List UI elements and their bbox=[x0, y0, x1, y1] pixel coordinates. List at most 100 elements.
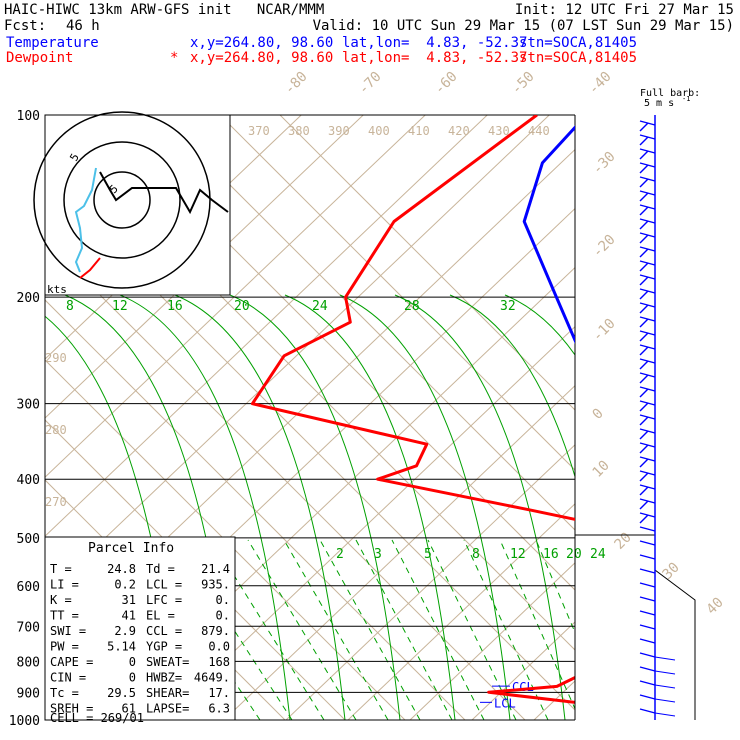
wind-barb bbox=[639, 302, 656, 314]
theta-label: 290 bbox=[45, 351, 67, 365]
wind-barb bbox=[639, 442, 656, 454]
isotherm-line bbox=[285, 444, 575, 720]
parcel-param-value: 0. bbox=[216, 609, 230, 623]
wind-barb-flag bbox=[639, 638, 656, 644]
wind-barb bbox=[639, 456, 656, 468]
wind-barb-flag bbox=[639, 206, 649, 216]
wind-barb-flag bbox=[639, 652, 656, 658]
wind-barb-flag bbox=[639, 680, 656, 686]
hodograph-ring bbox=[33, 111, 211, 289]
temperature-latlon: lat,lon= 4.83, -52.37 bbox=[342, 35, 528, 51]
wind-barb-flag bbox=[654, 656, 676, 661]
parcel-param-value: 29.5 bbox=[107, 686, 136, 700]
wind-barb bbox=[639, 190, 656, 202]
wind-barb bbox=[639, 176, 656, 188]
valid-time: Valid: 10 UTC Sun 29 Mar 15 (07 LST Sun … bbox=[312, 18, 734, 34]
pressure-tick-label: 600 bbox=[17, 580, 40, 595]
moist-adiabat-line bbox=[284, 294, 456, 720]
hodograph-ring bbox=[93, 171, 151, 229]
moist-adiabat-line bbox=[504, 294, 575, 356]
wind-barb-flag bbox=[639, 150, 649, 160]
mixing-ratio-label: 12 bbox=[112, 299, 128, 314]
wind-barb bbox=[639, 414, 656, 426]
wind-barb bbox=[639, 274, 656, 286]
wind-barb-flag bbox=[639, 596, 656, 602]
wind-barb-flag bbox=[639, 164, 649, 174]
pressure-tick-label: 500 bbox=[17, 532, 40, 547]
parcel-param-label: LI = bbox=[50, 578, 79, 592]
dewpoint-xy: x,y=264.80, 98.60 bbox=[190, 50, 334, 66]
mixing-ratio-label: 20 bbox=[566, 547, 582, 562]
wind-barb-flag bbox=[639, 568, 656, 574]
wind-barb-flag bbox=[639, 248, 649, 258]
dry-adiabat-line bbox=[45, 719, 46, 720]
wind-barb bbox=[639, 498, 656, 510]
wind-barb bbox=[639, 120, 656, 132]
wind-barb-flag bbox=[639, 500, 649, 510]
wind-barb-flag bbox=[639, 526, 656, 532]
dewpoint-star-icon: * bbox=[170, 50, 179, 66]
parcel-param-label: LAPSE= bbox=[146, 702, 189, 716]
theta-label: 400 bbox=[368, 124, 390, 138]
mixing-ratio-label: 3 bbox=[374, 547, 382, 562]
parcel-param-label: SWI = bbox=[50, 624, 86, 638]
dewpoint-latlon: lat,lon= 4.83, -52.37 bbox=[342, 50, 528, 66]
isotherm-line bbox=[223, 385, 575, 720]
mixing-ratio-line bbox=[319, 539, 421, 720]
moist-adiabat-line bbox=[449, 294, 575, 479]
isotherm-line bbox=[409, 562, 575, 720]
parcel-info-box bbox=[44, 536, 236, 721]
dry-adiabat-line bbox=[45, 239, 526, 720]
wind-barb bbox=[639, 568, 656, 574]
temperature-legend: Temperature bbox=[6, 35, 99, 51]
pressure-tick-label: 900 bbox=[17, 686, 40, 701]
pressure-tick-label: 200 bbox=[17, 291, 40, 306]
isotherm-line bbox=[596, 115, 740, 720]
mixing-ratio-label: 28 bbox=[404, 299, 420, 314]
init-time: Init: 12 UTC Fri 27 Mar 15 bbox=[514, 2, 734, 18]
parcel-param-value: 17. bbox=[208, 686, 230, 700]
isotherm-label: -60 bbox=[432, 69, 461, 98]
wind-barb-flag bbox=[639, 374, 649, 384]
parcel-param-label: SREH = bbox=[50, 702, 93, 716]
wind-barb bbox=[639, 470, 656, 482]
wind-barb-flag bbox=[639, 318, 649, 328]
wind-barb-flag bbox=[639, 416, 649, 426]
wind-barb-flag bbox=[639, 472, 649, 482]
isotherm-label: -10 bbox=[590, 316, 619, 345]
wind-barb bbox=[639, 624, 656, 630]
lcl-label: LCL bbox=[494, 696, 516, 710]
hodograph-wind-trace bbox=[99, 171, 229, 215]
wind-barb bbox=[639, 638, 656, 644]
wind-barb bbox=[639, 218, 656, 230]
wind-barb-flag bbox=[654, 712, 676, 717]
wind-barb bbox=[639, 512, 656, 524]
wind-barb-flag bbox=[639, 304, 649, 314]
hodograph-ring bbox=[63, 141, 181, 259]
temperature-trace bbox=[522, 125, 575, 345]
mixing-ratio-label: 24 bbox=[312, 299, 328, 314]
wind-barb bbox=[639, 232, 656, 244]
theta-label: 270 bbox=[45, 495, 67, 509]
forecast-hour-label: Fcst: bbox=[4, 18, 47, 34]
wind-barb bbox=[639, 246, 656, 258]
parcel-param-label: CAPE = bbox=[50, 655, 93, 669]
mixing-ratio-line bbox=[247, 539, 357, 720]
wind-barb-flag bbox=[639, 276, 649, 286]
parcel-param-label: EL = bbox=[146, 609, 175, 623]
isotherm-line bbox=[658, 115, 740, 720]
wind-barb bbox=[639, 666, 676, 675]
parcel-info-title: Parcel Info bbox=[88, 541, 174, 556]
parcel-param-value: 0 bbox=[129, 655, 136, 669]
wind-barb bbox=[639, 330, 656, 342]
isotherm-label: 10 bbox=[590, 458, 613, 481]
wind-barb-flag bbox=[639, 430, 649, 440]
mixing-ratio-label: 24 bbox=[590, 547, 606, 562]
isotherm-label: 40 bbox=[704, 595, 727, 618]
theta-label: 380 bbox=[288, 124, 310, 138]
parcel-param-value: 0.2 bbox=[114, 578, 136, 592]
wind-barb bbox=[639, 358, 656, 370]
pressure-tick-label: 400 bbox=[17, 473, 40, 488]
isotherm-line bbox=[45, 115, 426, 478]
parcel-param-value: 168 bbox=[208, 655, 230, 669]
